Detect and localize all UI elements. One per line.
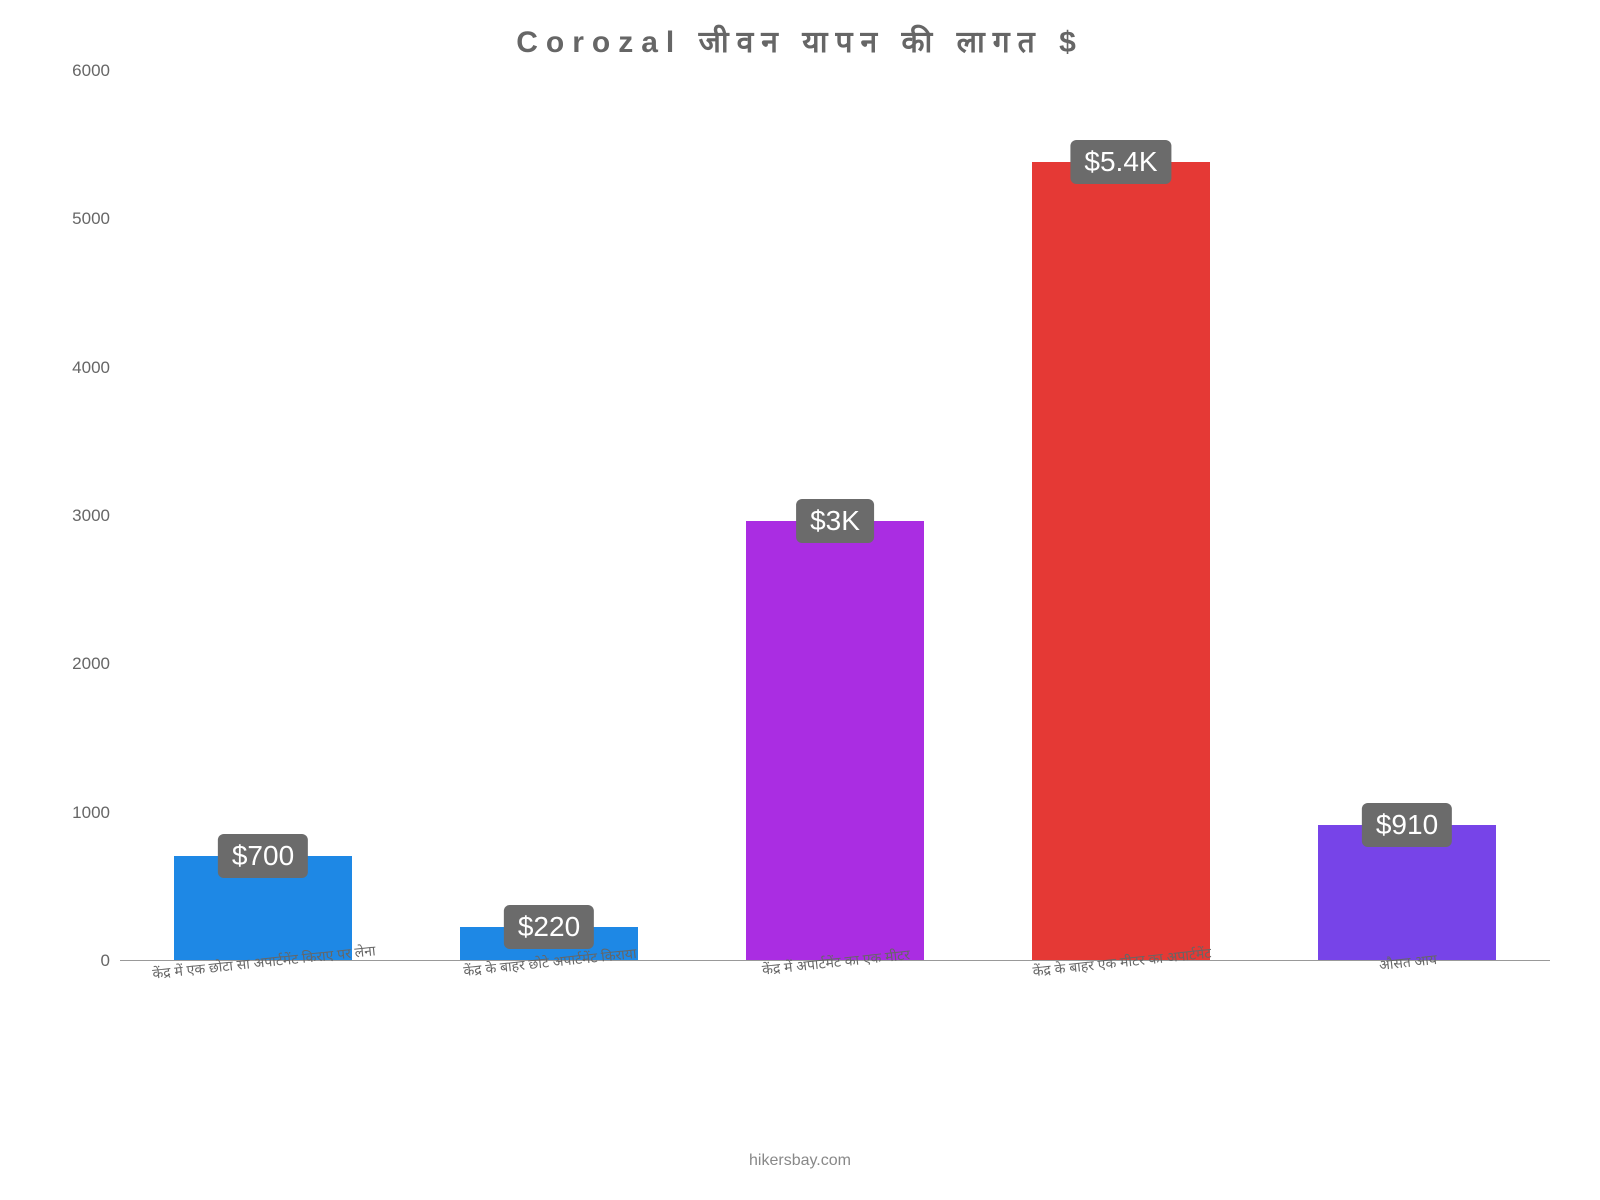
bar-value-label: $3K	[796, 499, 874, 543]
y-axis-tick: 1000	[50, 803, 110, 823]
bar-value-label: $700	[218, 834, 308, 878]
bar-value-label: $5.4K	[1070, 140, 1171, 184]
y-axis-tick: 4000	[50, 358, 110, 378]
bar-value-label: $910	[1362, 803, 1452, 847]
footer-credit: hikersbay.com	[749, 1152, 851, 1170]
bar	[1032, 162, 1209, 960]
bar-value-label: $220	[504, 905, 594, 949]
y-axis-tick: 3000	[50, 506, 110, 526]
bar	[746, 521, 923, 960]
y-axis-tick: 6000	[50, 61, 110, 81]
y-axis-tick: 2000	[50, 654, 110, 674]
plot-area: 0100020003000400050006000$700केंद्र में …	[120, 71, 1550, 961]
y-axis-tick: 5000	[50, 209, 110, 229]
y-axis-tick: 0	[50, 951, 110, 971]
chart-container: Corozal जीवन यापन की लागत $ 010002000300…	[50, 20, 1550, 1120]
chart-title: Corozal जीवन यापन की लागत $	[50, 20, 1550, 61]
